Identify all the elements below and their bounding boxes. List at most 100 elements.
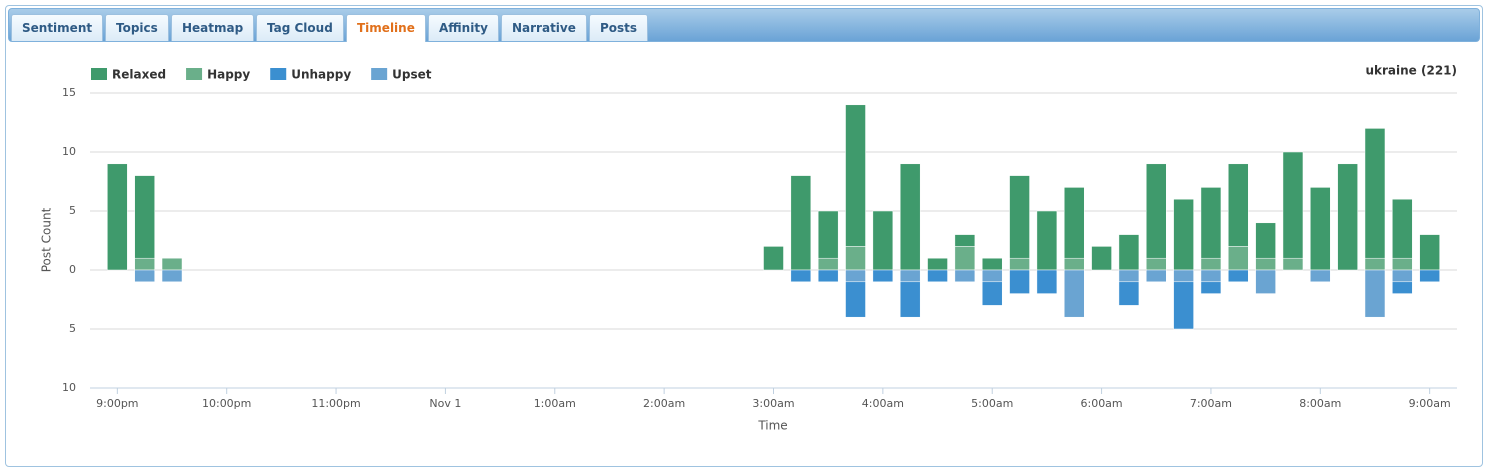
bar-segment	[872, 269, 894, 283]
panel: Sentiment Topics Heatmap Tag Cloud Timeline A…	[5, 5, 1483, 467]
bar-segment	[1255, 222, 1276, 259]
bar-segment	[1091, 246, 1112, 271]
x-tick-label: Nov 1	[429, 397, 461, 410]
bar-segment	[1173, 269, 1194, 283]
bar-segment	[1200, 187, 1222, 259]
legend-swatch	[371, 68, 388, 80]
bar-segment	[954, 246, 976, 271]
bar-segment	[1146, 269, 1167, 283]
x-tick-label: 6:00am	[1080, 397, 1122, 410]
bar-segment	[1364, 257, 1386, 271]
x-tick-label: 9:00pm	[96, 397, 138, 410]
bar-segment	[1310, 269, 1331, 283]
bar-segment	[1146, 257, 1167, 271]
legend-swatch	[186, 68, 203, 80]
chart-title: ukraine (221)	[1365, 64, 1457, 78]
bar-segment	[981, 281, 1003, 306]
bar-segment	[1392, 281, 1413, 294]
bar-segment	[927, 269, 948, 283]
bar-segment	[1118, 234, 1140, 271]
bar-segment	[1255, 257, 1276, 271]
bar-segment	[1063, 257, 1085, 271]
y-tick-label: 0	[69, 263, 76, 276]
bar-segment	[1009, 269, 1030, 294]
bar-segment	[107, 163, 128, 271]
x-tick-label: 2:00am	[643, 397, 685, 410]
bar-segment	[817, 269, 839, 283]
bar-segment	[134, 257, 155, 271]
tab[interactable]: Topics	[105, 14, 169, 41]
bar-segment	[134, 269, 155, 283]
bar-segment	[899, 281, 921, 318]
y-tick-label: 5	[69, 322, 76, 335]
y-tick-label: 15	[62, 86, 76, 99]
x-tick-label: 9:00am	[1409, 397, 1451, 410]
bar-segment	[1392, 198, 1413, 259]
bar-segment	[981, 257, 1003, 271]
bar-segment	[161, 269, 183, 283]
bar-segment	[1063, 187, 1085, 259]
bar-segment	[1173, 198, 1194, 271]
x-tick-label: 11:00pm	[311, 397, 360, 410]
bar-segment	[1036, 210, 1058, 271]
tab-bar: Sentiment Topics Heatmap Tag Cloud Timeline A…	[8, 8, 1480, 42]
x-axis-label: Time	[757, 419, 787, 433]
tab[interactable]: Posts	[589, 14, 649, 41]
y-tick-label: 10	[62, 145, 76, 158]
tab[interactable]: Affinity	[428, 14, 499, 41]
bar-segment	[1200, 281, 1222, 294]
bar-segment	[1392, 269, 1413, 283]
y-tick-label: 5	[69, 204, 76, 217]
y-tick-label: 10	[62, 381, 76, 394]
bar-segment	[845, 281, 866, 318]
bar-segment	[899, 269, 921, 283]
bar-segment	[1419, 234, 1440, 271]
bar-segment	[134, 175, 155, 259]
bar-segment	[1009, 257, 1030, 271]
x-tick-label: 4:00am	[862, 397, 904, 410]
bar-segment	[1228, 163, 1249, 247]
x-tick-label: 10:00pm	[202, 397, 251, 410]
bar-segment	[1255, 269, 1276, 294]
bar-segment	[1036, 269, 1058, 294]
bar-segment	[1118, 269, 1140, 283]
bar-segment	[1282, 257, 1304, 271]
bar-segment	[790, 175, 812, 271]
bar-segment	[845, 246, 866, 271]
bar-segment	[845, 269, 866, 283]
bar-segment	[1009, 175, 1030, 259]
bar-segment	[1200, 269, 1222, 283]
bar-segment	[954, 234, 976, 247]
bar-segment	[1173, 281, 1194, 330]
bar-segment	[954, 269, 976, 283]
bar-segment	[872, 210, 894, 271]
bar-segment	[1200, 257, 1222, 271]
legend-label: Upset	[392, 68, 432, 82]
bar-segment	[1337, 163, 1358, 271]
bar-segment	[1364, 269, 1386, 318]
bar-segment	[790, 269, 812, 283]
tab[interactable]: Heatmap	[171, 14, 255, 41]
x-tick-label: 5:00am	[971, 397, 1013, 410]
bar-segment	[981, 269, 1003, 283]
bar-segment	[1364, 128, 1386, 259]
y-axis-label: Post Count	[40, 207, 54, 272]
tab[interactable]: Narrative	[501, 14, 587, 41]
legend-label: Unhappy	[291, 68, 351, 82]
x-tick-label: 7:00am	[1190, 397, 1232, 410]
bar-segment	[899, 163, 921, 271]
bar-segment	[845, 104, 866, 247]
legend-label: Relaxed	[112, 68, 166, 82]
bar-segment	[1282, 151, 1304, 259]
bar-segment	[817, 257, 839, 271]
tab[interactable]: Tag Cloud	[256, 14, 344, 41]
bar-segment	[763, 246, 784, 271]
tab[interactable]: Timeline	[346, 14, 426, 42]
bar-segment	[1392, 257, 1413, 271]
bar-segment	[161, 257, 183, 271]
bar-segment	[1228, 269, 1249, 283]
tab[interactable]: Sentiment	[11, 14, 104, 41]
bar-segment	[817, 210, 839, 259]
